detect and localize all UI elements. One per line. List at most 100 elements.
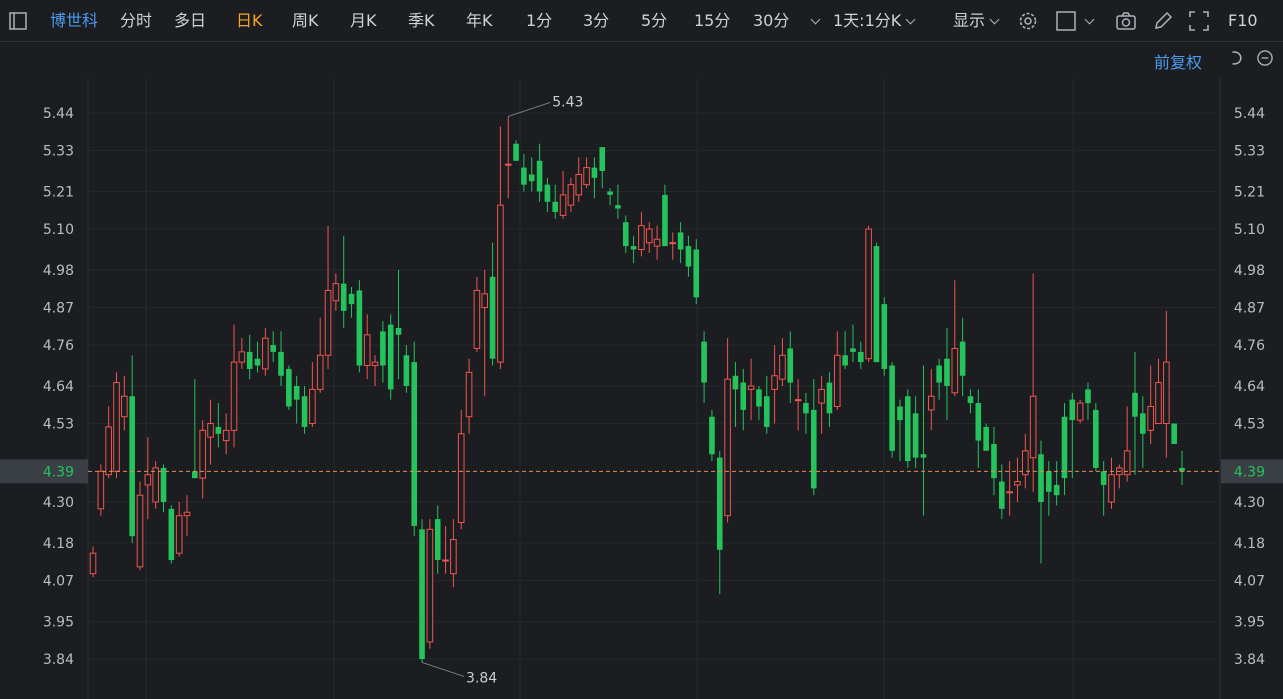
candle-body [833, 354, 841, 407]
candle-body [254, 358, 261, 366]
candle [356, 280, 363, 373]
candle [1061, 403, 1068, 496]
current-price-tag-right: 4.39 [1234, 464, 1265, 480]
candle-body [1147, 405, 1154, 431]
candle-body [645, 228, 653, 244]
checkbox-options-dropdown[interactable] [1080, 11, 1095, 31]
candle [113, 372, 120, 479]
candle [677, 222, 684, 264]
checkbox-icon[interactable] [1054, 9, 1078, 33]
candle-body [559, 194, 567, 216]
candle [363, 314, 371, 380]
candle-body [442, 559, 449, 562]
stock-name[interactable]: 博世科 [50, 11, 99, 30]
candle-body [575, 173, 583, 196]
y-tick-label-left: 4.64 [43, 379, 74, 395]
tab-daily-k[interactable]: 日K [236, 11, 263, 30]
tab-30min[interactable]: 30分 [753, 11, 790, 30]
settings-gear-icon[interactable] [1016, 9, 1040, 33]
candle-body [1093, 409, 1099, 468]
candle [1069, 392, 1076, 479]
price-tag-left-bg [0, 459, 88, 484]
tab-weekly-k[interactable]: 周K [292, 11, 319, 30]
candle [1076, 399, 1084, 424]
y-tick-label-right: 3.95 [1234, 614, 1265, 630]
tab-1min[interactable]: 1分 [526, 11, 553, 30]
candle [1123, 406, 1131, 482]
candle [756, 386, 762, 421]
candle [544, 177, 551, 212]
candle [270, 331, 276, 363]
tab-15min[interactable]: 15分 [694, 11, 731, 30]
candle-body [411, 362, 418, 526]
candle [951, 280, 959, 397]
candle-body [262, 337, 269, 370]
candle-body [615, 205, 621, 209]
candle [567, 177, 575, 212]
candle [747, 358, 755, 421]
candle-body [959, 341, 966, 376]
candle-body [1140, 413, 1146, 434]
tab-multi-day[interactable]: 多日 [174, 11, 207, 30]
chart-toolbar: 博世科 分时 多日 日K 周K 月K 季K 年K 1分 3分 5分 15分 30… [0, 0, 1283, 42]
candle [489, 242, 496, 366]
candle [160, 464, 167, 513]
candle-body [567, 184, 575, 206]
candle [1155, 358, 1162, 425]
candle [332, 273, 340, 311]
candle-body [693, 249, 700, 298]
candle [129, 355, 135, 543]
candle [873, 242, 880, 363]
candle [222, 413, 230, 455]
candle [278, 331, 284, 386]
candle [536, 143, 543, 202]
candlestick-chart[interactable]: 5.44 5.44 5.33 5.33 5.21 5.21 5.10 5.10 4.98 4.98… [0, 42, 1283, 699]
more-periods-dropdown[interactable] [806, 11, 821, 31]
candle-body [363, 334, 371, 367]
candle-body [270, 345, 276, 352]
candle [912, 396, 919, 468]
candle [457, 409, 465, 530]
candle [897, 399, 903, 462]
candle-body [504, 163, 512, 166]
candle-body [215, 426, 222, 434]
candle-body [465, 371, 473, 418]
candle [927, 368, 935, 431]
candle [724, 338, 731, 523]
f10-button[interactable]: F10 [1228, 11, 1258, 30]
high-annotation-leader [508, 101, 551, 117]
candle [810, 379, 817, 496]
tab-quarterly-k[interactable]: 季K [408, 11, 435, 30]
candle [316, 317, 324, 393]
candle [1179, 450, 1185, 485]
price-adjustment-selector[interactable]: 前复权 [1154, 53, 1203, 72]
camera-icon[interactable] [1114, 9, 1138, 33]
zoom-out-icon[interactable] [1255, 48, 1275, 68]
display-dropdown[interactable]: 显示 [953, 11, 1000, 31]
sidebar-toggle-icon[interactable] [6, 9, 30, 33]
candle [192, 379, 198, 479]
candle [152, 461, 159, 509]
pencil-icon[interactable] [1151, 9, 1175, 33]
combo-period-dropdown[interactable]: 1天:1分K [833, 11, 916, 31]
tab-intraday[interactable]: 分时 [120, 11, 153, 30]
display-label: 显示 [953, 11, 986, 30]
candle [779, 338, 786, 386]
tab-3min[interactable]: 3分 [583, 11, 610, 30]
candle [967, 389, 974, 414]
candle [1006, 461, 1013, 516]
undo-icon[interactable] [1225, 48, 1245, 68]
candle-body [160, 467, 167, 503]
chevron-down-icon [905, 14, 916, 25]
tab-yearly-k[interactable]: 年K [466, 11, 493, 30]
candle [833, 331, 841, 410]
candle [387, 314, 394, 400]
candle [1093, 403, 1099, 472]
candle [881, 297, 888, 376]
tab-5min[interactable]: 5分 [641, 11, 668, 30]
candle [1140, 396, 1146, 468]
fullscreen-icon[interactable] [1187, 9, 1211, 33]
candle-body [944, 358, 950, 386]
y-tick-label-right: 4.07 [1234, 574, 1265, 590]
tab-monthly-k[interactable]: 月K [350, 11, 377, 30]
